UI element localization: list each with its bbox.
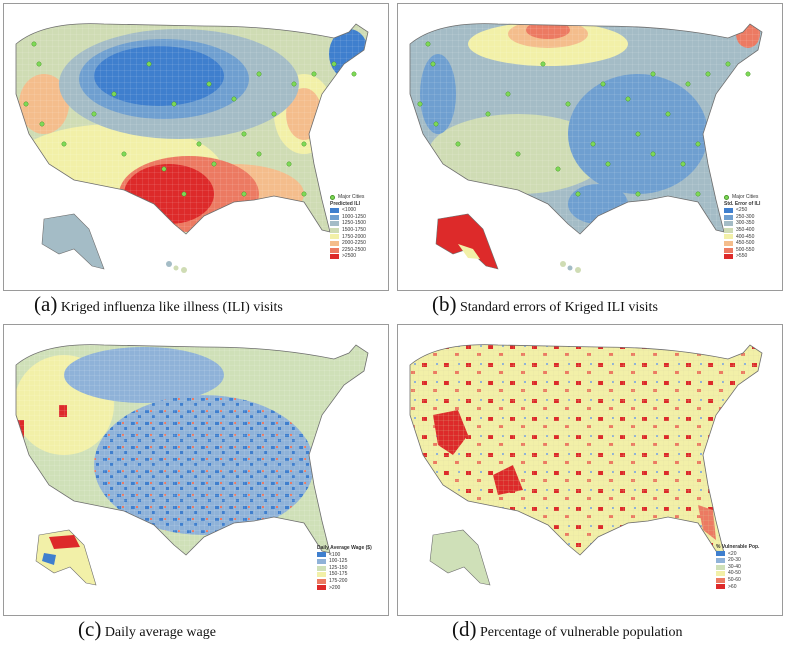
legend-b-swatch (724, 227, 733, 233)
legend-d-swatch (716, 564, 725, 570)
legend-c-swatch (317, 572, 326, 578)
legend-d-swatch (716, 577, 725, 583)
legend-c-class-label: 150-175 (329, 571, 348, 578)
legend-b-class-label: 350-400 (736, 226, 755, 233)
legend-d-swatch (716, 584, 725, 590)
legend-d-class-label: 30-40 (728, 563, 741, 570)
legend-a-class-label: 2250-2500 (342, 246, 366, 253)
caption-d-letter: (d) (452, 617, 477, 641)
legend-b-title: Std. Error of ILI (724, 200, 761, 207)
legend-c-class-label: 125-150 (329, 564, 348, 571)
legend-c-class-label: <100 (329, 551, 341, 558)
caption-b-text: Standard errors of Kriged ILI visits (460, 300, 658, 315)
legend-c-title: Daily Average Wage ($) (317, 545, 372, 551)
panel-b-std-error-map: Major Cities Std. Error of ILI <250 250-… (397, 3, 783, 291)
legend-b-marker-label: Major Cities (732, 194, 759, 200)
legend-a-swatch (330, 221, 339, 227)
legend-a-marker-label: Major Cities (338, 194, 365, 200)
caption-b-letter: (b) (432, 292, 457, 316)
legend-a-class-label: 1250-1500 (342, 220, 366, 227)
legend-b-class-label: >550 (736, 253, 748, 260)
caption-c-letter: (c) (78, 617, 102, 641)
legend-b-class-label: 450-500 (736, 240, 755, 247)
legend-b-class-label: 500-550 (736, 246, 755, 253)
legend-d-class-label: 20-30 (728, 557, 741, 564)
legend-d-class-label: <20 (728, 550, 737, 557)
legend-a-swatch (330, 247, 339, 253)
map-a (15, 23, 369, 273)
legend-c: Daily Average Wage ($) <100 100-125 125-… (317, 545, 372, 591)
legend-a-class-label: 1500-1750 (342, 226, 366, 233)
caption-c-text: Daily average wage (104, 625, 216, 640)
city-marker-icon (724, 194, 729, 200)
legend-c-swatch (317, 552, 326, 558)
legend-d-class-label: >60 (728, 583, 737, 590)
legend-d-title: % Vulnerable Pop. (716, 544, 760, 550)
map-b (409, 23, 763, 273)
legend-b-swatch (724, 207, 733, 213)
legend-a: Major Cities Predicted ILI <1000 1000-12… (330, 194, 366, 260)
legend-c-swatch (317, 585, 326, 591)
legend-b-swatch (724, 247, 733, 253)
legend-a-swatch (330, 254, 339, 260)
panel-d-vulnerable-map: % Vulnerable Pop. <20 20-30 30-40 40-50 … (397, 324, 783, 616)
legend-a-swatch (330, 234, 339, 240)
legend-c-swatch (317, 565, 326, 571)
city-marker-icon (330, 194, 335, 200)
map-d (409, 344, 763, 586)
legend-b-swatch (724, 254, 733, 260)
legend-b-swatch (724, 240, 733, 246)
legend-b-swatch (724, 234, 733, 240)
caption-a-letter: (a) (34, 292, 58, 316)
legend-b-swatch (724, 221, 733, 227)
legend-b: Major Cities Std. Error of ILI <250 250-… (724, 194, 760, 260)
legend-d-class-label: 40-50 (728, 570, 741, 577)
caption-b: (b) Standard errors of Kriged ILI visits (432, 292, 658, 317)
legend-a-class-label: <1000 (342, 207, 357, 214)
legend-a-class-label: 1750-2000 (342, 233, 366, 240)
caption-d-text: Percentage of vulnerable population (480, 625, 683, 640)
panel-a-ili-map: Major Cities Predicted ILI <1000 1000-12… (3, 3, 389, 291)
legend-a-swatch (330, 207, 339, 213)
legend-c-class-label: 100-125 (329, 558, 348, 565)
legend-b-class-label: 300-350 (736, 220, 755, 227)
caption-a-text: Kriged influenza like illness (ILI) visi… (60, 300, 283, 315)
panel-c-wage-map: Daily Average Wage ($) <100 100-125 125-… (3, 324, 389, 616)
legend-a-class-label: 2000-2250 (342, 240, 366, 247)
legend-b-class-label: <250 (736, 207, 748, 214)
legend-a-class-label: >2500 (342, 253, 357, 260)
legend-b-class-label: 250-300 (736, 213, 755, 220)
legend-d-class-label: 50-60 (728, 576, 741, 583)
caption-a: (a) Kriged influenza like illness (ILI) … (34, 292, 283, 317)
caption-c: (c) Daily average wage (78, 617, 216, 642)
legend-a-swatch (330, 227, 339, 233)
legend-c-swatch (317, 578, 326, 584)
legend-a-swatch (330, 214, 339, 220)
legend-d-swatch (716, 571, 725, 577)
legend-a-swatch (330, 240, 339, 246)
legend-d-swatch (716, 557, 725, 563)
legend-a-title: Predicted ILI (330, 200, 361, 207)
legend-c-swatch (317, 558, 326, 564)
legend-c-class-label: 175-200 (329, 577, 348, 584)
map-c (15, 344, 369, 586)
legend-a-class-label: 1000-1250 (342, 213, 366, 220)
legend-c-class-label: >200 (329, 584, 341, 591)
legend-b-swatch (724, 214, 733, 220)
legend-d: % Vulnerable Pop. <20 20-30 30-40 40-50 … (716, 544, 759, 590)
caption-d: (d) Percentage of vulnerable population (452, 617, 683, 642)
legend-b-class-label: 400-450 (736, 233, 755, 240)
legend-d-swatch (716, 551, 725, 557)
